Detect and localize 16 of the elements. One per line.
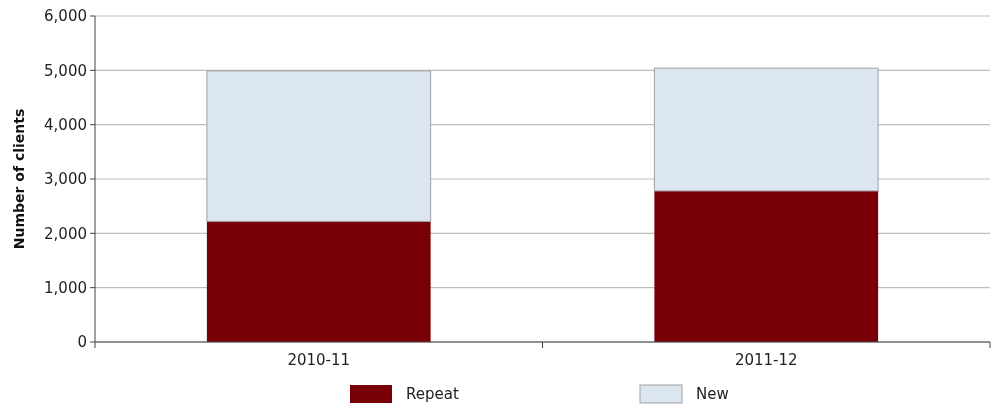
y-tick-label: 4,000 [44, 115, 87, 134]
bar [206, 70, 432, 222]
legend-label: New [696, 385, 729, 404]
y-tick-label: 3,000 [44, 170, 87, 189]
x-tick-label: 2010-11 [287, 351, 351, 369]
y-tick-label: 1,000 [44, 278, 87, 297]
y-tick-label: 6,000 [44, 7, 87, 26]
y-tick-label: 5,000 [44, 61, 87, 80]
bar [653, 67, 879, 192]
bar [206, 221, 431, 342]
y-tick-label: 0 [77, 333, 87, 352]
legend-label: Repeat [406, 385, 459, 404]
x-tick-label: 2011-12 [734, 351, 798, 369]
bar [654, 190, 879, 342]
y-tick-label: 2,000 [44, 224, 87, 243]
y-axis-title: Number of clients [11, 108, 27, 250]
